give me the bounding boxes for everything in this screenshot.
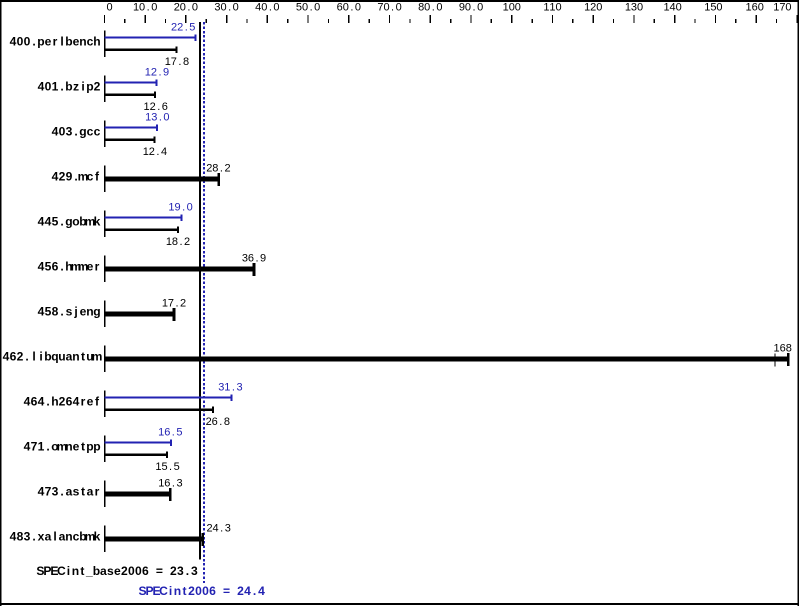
svg-text:150: 150 [704,2,722,14]
svg-text:100: 100 [503,2,521,14]
svg-text:170: 170 [773,2,791,14]
svg-text:471.omnetpp: 471.omnetpp [24,440,101,454]
svg-text:28.2: 28.2 [206,162,230,174]
svg-text:SPECint2006 = 24.4: SPECint2006 = 24.4 [138,584,265,598]
svg-text:16.5: 16.5 [158,427,182,439]
svg-text:400.perlbench: 400.perlbench [10,35,101,49]
svg-text:12.4: 12.4 [143,146,167,158]
svg-text:40.0: 40.0 [255,2,279,14]
svg-text:31.3: 31.3 [218,382,242,394]
svg-text:160: 160 [746,2,764,14]
svg-text:458.sjeng: 458.sjeng [38,305,101,319]
svg-text:18.2: 18.2 [166,236,190,248]
svg-text:24.3: 24.3 [206,522,230,534]
svg-text:445.gobmk: 445.gobmk [38,215,101,229]
svg-text:462.libquantum: 462.libquantum [3,350,103,364]
svg-text:464.h264ref: 464.h264ref [24,395,100,409]
svg-text:17.8: 17.8 [165,56,189,68]
svg-text:15.5: 15.5 [155,461,179,473]
svg-text:456.hmmer: 456.hmmer [38,260,100,274]
svg-text:110: 110 [543,2,561,14]
svg-text:401.bzip2: 401.bzip2 [38,80,101,94]
svg-text:17.2: 17.2 [162,297,186,309]
svg-text:50.0: 50.0 [296,2,320,14]
svg-text:90.0: 90.0 [459,2,483,14]
svg-text:30.0: 30.0 [214,2,238,14]
svg-text:16.3: 16.3 [158,477,182,489]
svg-text:19.0: 19.0 [168,202,192,214]
svg-text:429.mcf: 429.mcf [52,170,100,184]
svg-text:80.0: 80.0 [418,2,442,14]
svg-text:130: 130 [625,2,643,14]
svg-text:168: 168 [774,342,792,354]
svg-text:12.9: 12.9 [145,67,169,79]
svg-text:483.xalancbmk: 483.xalancbmk [10,530,101,544]
svg-text:60.0: 60.0 [337,2,361,14]
svg-text:20.0: 20.0 [174,2,198,14]
svg-text:70.0: 70.0 [377,2,401,14]
svg-text:26.8: 26.8 [206,416,230,428]
svg-text:SPECint_base2006 = 23.3: SPECint_base2006 = 23.3 [36,564,198,578]
svg-text:10.0: 10.0 [133,2,157,14]
svg-text:12.6: 12.6 [144,101,168,113]
svg-text:473.astar: 473.astar [38,485,100,499]
svg-text:0: 0 [107,2,113,14]
svg-text:120: 120 [584,2,602,14]
svg-text:36.9: 36.9 [242,252,266,264]
svg-text:140: 140 [663,2,681,14]
svg-text:13.0: 13.0 [145,112,169,124]
svg-text:22.5: 22.5 [171,22,195,34]
svg-text:403.gcc: 403.gcc [52,125,101,139]
